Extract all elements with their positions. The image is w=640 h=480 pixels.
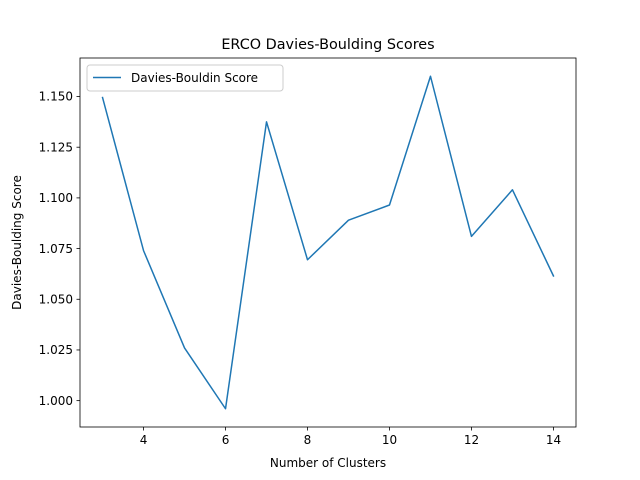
y-tick-label: 1.025 xyxy=(39,343,73,357)
series-line xyxy=(101,75,555,410)
x-tick-label: 12 xyxy=(464,433,479,447)
x-tick-label: 10 xyxy=(382,433,397,447)
x-tick-label: 8 xyxy=(304,433,312,447)
axes-frame xyxy=(79,57,577,428)
y-tick-label: 1.125 xyxy=(39,140,73,154)
x-tick-label: 14 xyxy=(546,433,561,447)
y-tick-label: 1.000 xyxy=(39,394,73,408)
y-tick-label: 1.150 xyxy=(39,90,73,104)
y-tick-label: 1.050 xyxy=(39,292,73,306)
y-tick-label: 1.075 xyxy=(39,242,73,256)
y-axis-label: Davies-Boulding Score xyxy=(10,175,24,310)
x-tick-label: 6 xyxy=(222,433,230,447)
x-axis-label: Number of Clusters xyxy=(270,456,386,470)
ticks: 4 6 8 10 12 14 1.000 1.025 1.050 1.075 1.100 1.125 1… xyxy=(39,90,561,447)
y-tick-label: 1.100 xyxy=(39,191,73,205)
legend-box xyxy=(86,64,284,92)
legend-label: Davies-Bouldin Score xyxy=(131,71,258,85)
legend: Davies-Bouldin Score xyxy=(86,64,284,92)
chart-title: ERCO Davies-Boulding Scores xyxy=(221,37,434,53)
x-tick-label: 4 xyxy=(140,433,148,447)
plot-area xyxy=(101,75,555,410)
